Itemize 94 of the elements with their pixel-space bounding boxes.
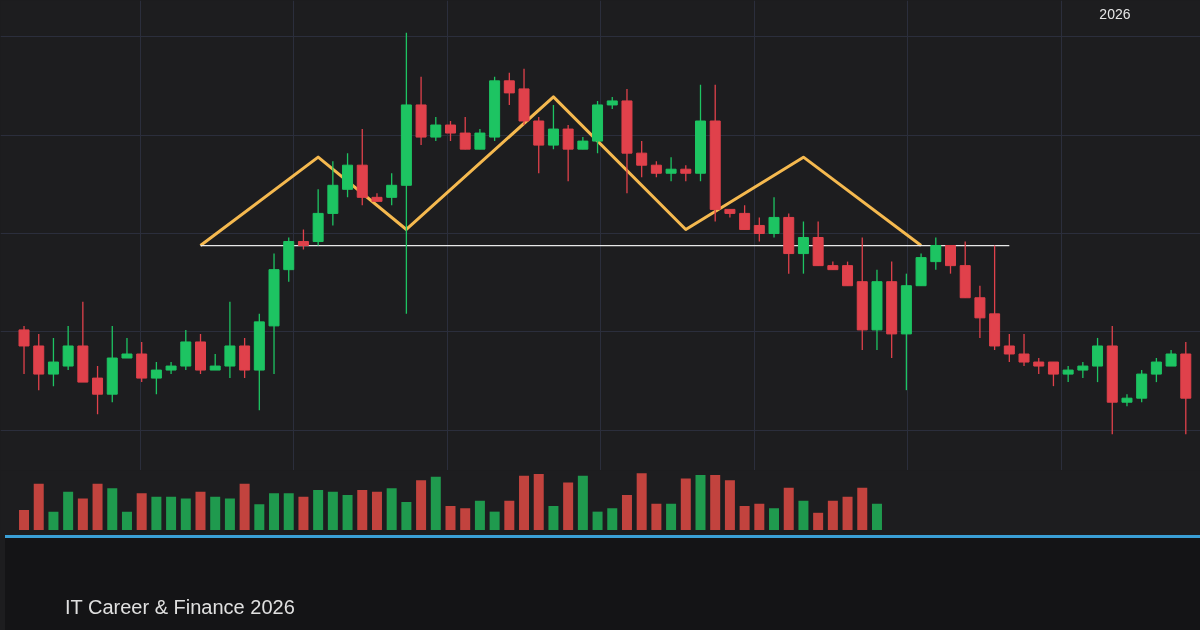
candlestick xyxy=(1092,337,1104,383)
bar xyxy=(195,491,206,530)
bar xyxy=(210,496,221,530)
bar xyxy=(533,473,544,530)
candlestick xyxy=(386,172,398,207)
bar xyxy=(269,493,280,530)
bar xyxy=(813,512,824,530)
bar xyxy=(92,483,103,530)
bar xyxy=(121,511,132,530)
candlestick xyxy=(636,140,648,178)
bar xyxy=(724,480,735,530)
bar xyxy=(489,511,500,530)
bar xyxy=(548,505,559,530)
bar xyxy=(592,511,603,530)
candlestick xyxy=(224,301,236,379)
candlestick xyxy=(47,337,59,387)
bar xyxy=(371,491,382,530)
candlestick xyxy=(1003,333,1015,363)
candlestick xyxy=(842,260,854,287)
bar xyxy=(180,498,191,530)
bar xyxy=(19,509,30,530)
candlestick xyxy=(1077,361,1089,379)
bar xyxy=(754,503,765,530)
bar xyxy=(430,476,441,530)
candlestick xyxy=(474,128,486,150)
bar xyxy=(136,493,147,530)
candlestick xyxy=(297,228,309,251)
bar xyxy=(386,488,397,530)
candlestick xyxy=(1062,365,1074,383)
bar xyxy=(416,480,427,530)
bar xyxy=(857,487,868,530)
bar xyxy=(239,483,250,530)
candlestick xyxy=(121,337,133,359)
bar xyxy=(474,500,485,530)
bar xyxy=(842,496,853,530)
bar xyxy=(871,503,882,530)
bar xyxy=(739,505,750,530)
bar xyxy=(519,475,530,530)
bar xyxy=(283,493,294,530)
bar xyxy=(254,504,265,530)
bar xyxy=(445,505,456,530)
candlestick xyxy=(768,196,780,239)
bar xyxy=(107,488,118,530)
candlestick xyxy=(430,116,442,142)
bar xyxy=(327,491,338,530)
bar xyxy=(636,473,647,530)
candlestick xyxy=(797,220,809,275)
candlestick xyxy=(1047,361,1059,387)
candlestick xyxy=(1150,357,1162,383)
candlestick xyxy=(665,156,677,182)
candlestick xyxy=(459,116,471,150)
candlestick xyxy=(150,361,162,395)
bar xyxy=(357,489,368,530)
bar xyxy=(298,496,309,530)
bar xyxy=(224,498,235,530)
candlestick xyxy=(974,285,986,339)
bar xyxy=(695,475,706,530)
candlestick xyxy=(18,325,30,375)
bar xyxy=(798,500,809,530)
bar xyxy=(680,478,691,530)
bar xyxy=(710,475,721,530)
candlestick xyxy=(945,244,956,275)
bar xyxy=(33,483,44,530)
bar xyxy=(460,508,471,530)
candlestick xyxy=(62,325,74,371)
bar xyxy=(666,503,677,530)
bar xyxy=(48,511,59,530)
bar xyxy=(621,495,632,530)
text: 2026 xyxy=(1099,5,1131,22)
bar xyxy=(783,487,794,530)
bar xyxy=(63,491,74,530)
bar xyxy=(342,495,353,530)
candlestick xyxy=(562,124,574,182)
bar xyxy=(577,475,588,530)
candlestick xyxy=(547,104,559,150)
candlestick xyxy=(92,365,104,415)
bar xyxy=(504,500,515,530)
bar xyxy=(827,500,838,530)
bar xyxy=(401,501,412,530)
text: IT Career & Finance 2026 xyxy=(65,595,295,620)
candlestick xyxy=(930,236,942,271)
candlestick xyxy=(753,216,765,243)
bar xyxy=(77,498,88,530)
bar xyxy=(651,503,662,530)
candlestick xyxy=(445,120,456,142)
bar xyxy=(769,508,780,530)
candlestick xyxy=(1018,333,1030,367)
bar xyxy=(563,482,574,530)
bar xyxy=(151,496,162,530)
bar xyxy=(607,508,618,530)
bar xyxy=(313,489,324,530)
bar xyxy=(166,496,177,530)
candlestick xyxy=(503,72,515,106)
candlestick xyxy=(739,204,751,231)
